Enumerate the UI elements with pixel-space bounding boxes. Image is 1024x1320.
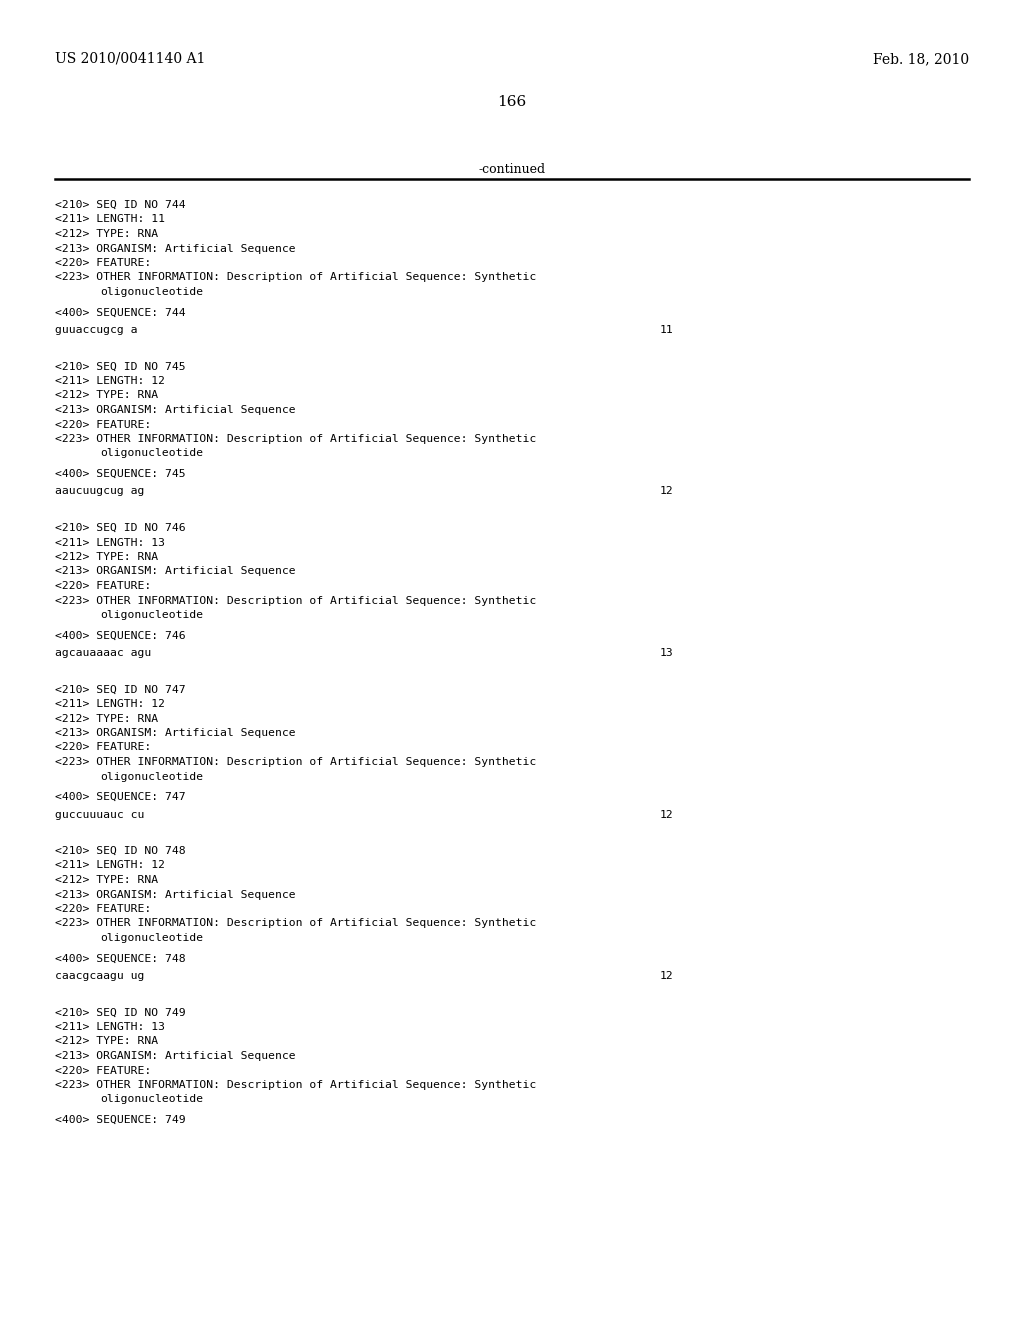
Text: <211> LENGTH: 12: <211> LENGTH: 12 [55, 700, 165, 709]
Text: Feb. 18, 2010: Feb. 18, 2010 [872, 51, 969, 66]
Text: <220> FEATURE:: <220> FEATURE: [55, 257, 152, 268]
Text: oligonucleotide: oligonucleotide [100, 449, 203, 458]
Text: 11: 11 [660, 325, 674, 335]
Text: oligonucleotide: oligonucleotide [100, 610, 203, 620]
Text: <212> TYPE: RNA: <212> TYPE: RNA [55, 714, 158, 723]
Text: 13: 13 [660, 648, 674, 657]
Text: <210> SEQ ID NO 749: <210> SEQ ID NO 749 [55, 1007, 185, 1018]
Text: 166: 166 [498, 95, 526, 110]
Text: 12: 12 [660, 972, 674, 981]
Text: <212> TYPE: RNA: <212> TYPE: RNA [55, 228, 158, 239]
Text: <213> ORGANISM: Artificial Sequence: <213> ORGANISM: Artificial Sequence [55, 1051, 296, 1061]
Text: guccuuuauc cu: guccuuuauc cu [55, 809, 144, 820]
Text: <400> SEQUENCE: 748: <400> SEQUENCE: 748 [55, 953, 185, 964]
Text: oligonucleotide: oligonucleotide [100, 286, 203, 297]
Text: <220> FEATURE:: <220> FEATURE: [55, 420, 152, 429]
Text: <210> SEQ ID NO 748: <210> SEQ ID NO 748 [55, 846, 185, 855]
Text: <210> SEQ ID NO 747: <210> SEQ ID NO 747 [55, 685, 185, 694]
Text: <213> ORGANISM: Artificial Sequence: <213> ORGANISM: Artificial Sequence [55, 405, 296, 414]
Text: <212> TYPE: RNA: <212> TYPE: RNA [55, 875, 158, 884]
Text: <400> SEQUENCE: 744: <400> SEQUENCE: 744 [55, 308, 185, 318]
Text: <211> LENGTH: 12: <211> LENGTH: 12 [55, 861, 165, 870]
Text: <213> ORGANISM: Artificial Sequence: <213> ORGANISM: Artificial Sequence [55, 890, 296, 899]
Text: oligonucleotide: oligonucleotide [100, 771, 203, 781]
Text: <400> SEQUENCE: 747: <400> SEQUENCE: 747 [55, 792, 185, 803]
Text: <212> TYPE: RNA: <212> TYPE: RNA [55, 552, 158, 562]
Text: 12: 12 [660, 487, 674, 496]
Text: -continued: -continued [478, 162, 546, 176]
Text: guuaccugcg a: guuaccugcg a [55, 325, 137, 335]
Text: oligonucleotide: oligonucleotide [100, 933, 203, 942]
Text: <210> SEQ ID NO 744: <210> SEQ ID NO 744 [55, 201, 185, 210]
Text: <220> FEATURE:: <220> FEATURE: [55, 742, 152, 752]
Text: <212> TYPE: RNA: <212> TYPE: RNA [55, 391, 158, 400]
Text: <213> ORGANISM: Artificial Sequence: <213> ORGANISM: Artificial Sequence [55, 566, 296, 577]
Text: <213> ORGANISM: Artificial Sequence: <213> ORGANISM: Artificial Sequence [55, 243, 296, 253]
Text: <211> LENGTH: 13: <211> LENGTH: 13 [55, 537, 165, 548]
Text: US 2010/0041140 A1: US 2010/0041140 A1 [55, 51, 206, 66]
Text: <210> SEQ ID NO 746: <210> SEQ ID NO 746 [55, 523, 185, 533]
Text: <400> SEQUENCE: 749: <400> SEQUENCE: 749 [55, 1115, 185, 1125]
Text: <400> SEQUENCE: 745: <400> SEQUENCE: 745 [55, 469, 185, 479]
Text: <400> SEQUENCE: 746: <400> SEQUENCE: 746 [55, 631, 185, 640]
Text: <220> FEATURE:: <220> FEATURE: [55, 581, 152, 591]
Text: <211> LENGTH: 12: <211> LENGTH: 12 [55, 376, 165, 385]
Text: 12: 12 [660, 809, 674, 820]
Text: <211> LENGTH: 11: <211> LENGTH: 11 [55, 214, 165, 224]
Text: <223> OTHER INFORMATION: Description of Artificial Sequence: Synthetic: <223> OTHER INFORMATION: Description of … [55, 595, 537, 606]
Text: <223> OTHER INFORMATION: Description of Artificial Sequence: Synthetic: <223> OTHER INFORMATION: Description of … [55, 434, 537, 444]
Text: <211> LENGTH: 13: <211> LENGTH: 13 [55, 1022, 165, 1032]
Text: <223> OTHER INFORMATION: Description of Artificial Sequence: Synthetic: <223> OTHER INFORMATION: Description of … [55, 1080, 537, 1090]
Text: <220> FEATURE:: <220> FEATURE: [55, 1065, 152, 1076]
Text: <212> TYPE: RNA: <212> TYPE: RNA [55, 1036, 158, 1047]
Text: caacgcaagu ug: caacgcaagu ug [55, 972, 144, 981]
Text: <223> OTHER INFORMATION: Description of Artificial Sequence: Synthetic: <223> OTHER INFORMATION: Description of … [55, 919, 537, 928]
Text: <210> SEQ ID NO 745: <210> SEQ ID NO 745 [55, 362, 185, 371]
Text: aaucuugcug ag: aaucuugcug ag [55, 487, 144, 496]
Text: <223> OTHER INFORMATION: Description of Artificial Sequence: Synthetic: <223> OTHER INFORMATION: Description of … [55, 272, 537, 282]
Text: <220> FEATURE:: <220> FEATURE: [55, 904, 152, 913]
Text: oligonucleotide: oligonucleotide [100, 1094, 203, 1105]
Text: agcauaaaac agu: agcauaaaac agu [55, 648, 152, 657]
Text: <213> ORGANISM: Artificial Sequence: <213> ORGANISM: Artificial Sequence [55, 729, 296, 738]
Text: <223> OTHER INFORMATION: Description of Artificial Sequence: Synthetic: <223> OTHER INFORMATION: Description of … [55, 756, 537, 767]
